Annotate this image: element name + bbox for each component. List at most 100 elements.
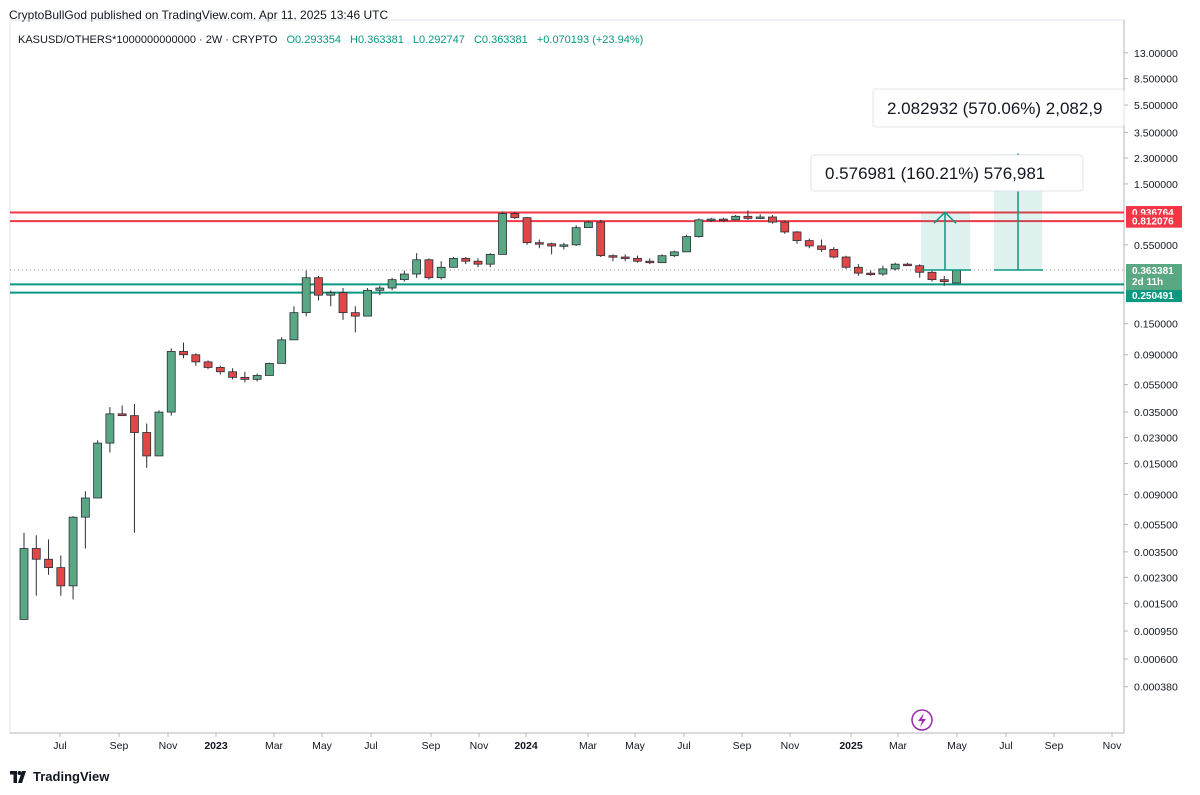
candle bbox=[866, 270, 876, 276]
candle bbox=[743, 210, 753, 220]
brand-name: TradingView bbox=[33, 769, 110, 784]
candle-body bbox=[669, 251, 679, 257]
candle-body bbox=[841, 256, 851, 268]
level-price-tag: 0.250491 bbox=[1126, 289, 1182, 303]
candle-body bbox=[903, 263, 912, 267]
time-tick-label: 2024 bbox=[514, 740, 538, 752]
candle bbox=[473, 258, 483, 268]
price-tick-label: 13.00000 bbox=[1134, 48, 1178, 60]
candle-body bbox=[804, 240, 814, 247]
candle-body bbox=[399, 273, 409, 281]
candle-body bbox=[31, 548, 41, 560]
candle-body bbox=[179, 351, 188, 356]
candle-body bbox=[68, 516, 78, 587]
candle-body bbox=[277, 339, 287, 364]
price-tick-label: 0.035000 bbox=[1134, 407, 1178, 419]
candle-body bbox=[350, 312, 360, 317]
candle-body bbox=[485, 253, 495, 265]
candle bbox=[829, 247, 839, 259]
candle bbox=[399, 270, 409, 282]
candle-body bbox=[449, 257, 458, 268]
candle bbox=[436, 261, 446, 280]
candle-body bbox=[915, 265, 925, 273]
candle bbox=[927, 270, 937, 282]
candle-body bbox=[19, 548, 29, 620]
candle-body bbox=[706, 218, 716, 222]
candle bbox=[620, 254, 630, 262]
candle bbox=[375, 285, 385, 296]
candle-body bbox=[203, 361, 213, 368]
time-tick-label: Sep bbox=[422, 740, 441, 752]
candle bbox=[252, 373, 262, 382]
candle-body bbox=[596, 221, 606, 257]
candle-body bbox=[461, 257, 471, 262]
candle-body bbox=[80, 497, 90, 518]
candle-body bbox=[952, 269, 961, 284]
candle-body bbox=[608, 255, 618, 258]
candle bbox=[903, 262, 912, 267]
candle-body bbox=[743, 215, 753, 219]
price-tick-label: 8.500000 bbox=[1134, 74, 1178, 86]
projection-label-text: 2.082932 (570.06%) 2,082,9 bbox=[887, 99, 1103, 118]
candle-body bbox=[878, 268, 888, 275]
time-tick-label: Mar bbox=[889, 740, 908, 752]
time-tick-label: Nov bbox=[470, 740, 489, 752]
candle-body bbox=[768, 216, 777, 223]
price-tick-label: 0.005500 bbox=[1134, 519, 1178, 531]
candle bbox=[314, 275, 323, 301]
candle-body bbox=[424, 259, 434, 279]
time-tick-label: Sep bbox=[733, 740, 752, 752]
candle-body bbox=[939, 279, 949, 283]
price-tick-label: 0.000380 bbox=[1134, 682, 1178, 694]
candle bbox=[804, 238, 814, 249]
candle-body bbox=[853, 266, 863, 274]
price-tick-label: 0.023000 bbox=[1134, 433, 1178, 445]
candle-body bbox=[620, 256, 630, 259]
candle-body bbox=[166, 351, 176, 413]
candle bbox=[19, 532, 29, 620]
candle bbox=[510, 211, 520, 220]
price-tick-label: 1.500000 bbox=[1134, 179, 1178, 191]
tradingview-footer[interactable]: TradingView bbox=[10, 769, 109, 784]
time-axis: Jul Sep Nov 2023 Mar May Jul Sep Nov 2024 Mar May Ju… bbox=[53, 733, 1122, 752]
level-price-tag-text: 0.936764 bbox=[1132, 208, 1174, 219]
candle-body bbox=[522, 217, 532, 244]
projection-measure[interactable] bbox=[921, 211, 971, 271]
candle-body bbox=[375, 287, 385, 291]
candle bbox=[522, 216, 532, 245]
candle-body bbox=[387, 279, 397, 289]
candle-body bbox=[498, 213, 507, 255]
candle-body bbox=[510, 213, 520, 219]
tradingview-logo-icon bbox=[10, 770, 26, 783]
candle-body bbox=[314, 277, 323, 296]
current-price-tag-text: 2d 11h bbox=[1132, 277, 1163, 288]
projection-label-box bbox=[810, 154, 1084, 192]
candle bbox=[792, 231, 802, 244]
symbol-name[interactable]: KASUSD/OTHERS*1000000000000 · 2W · CRYPT… bbox=[18, 34, 278, 46]
price-tick-label: 0.090000 bbox=[1134, 350, 1178, 362]
candle bbox=[498, 211, 507, 255]
price-tick-label: 0.002300 bbox=[1134, 572, 1178, 584]
candle-body bbox=[117, 413, 127, 417]
candle-body bbox=[890, 263, 900, 270]
time-tick-label: May bbox=[625, 740, 646, 752]
candle bbox=[412, 253, 422, 278]
candle bbox=[939, 275, 949, 286]
level-price-tag-bg bbox=[1126, 214, 1182, 228]
level-price-tag-text: 0.250491 bbox=[1132, 291, 1174, 302]
price-tick-label: 0.015000 bbox=[1134, 459, 1178, 471]
time-tick-label: 2025 bbox=[839, 740, 863, 752]
candle-body bbox=[301, 277, 311, 314]
candle bbox=[596, 219, 606, 258]
candle-body bbox=[633, 257, 642, 262]
time-tick-label: Jul bbox=[364, 740, 377, 752]
candle-body bbox=[657, 255, 667, 264]
candle-body bbox=[215, 367, 225, 373]
candle bbox=[277, 337, 287, 364]
candle bbox=[780, 220, 790, 234]
candle bbox=[768, 214, 777, 224]
candle-body bbox=[547, 243, 557, 247]
candle-body bbox=[44, 558, 53, 569]
